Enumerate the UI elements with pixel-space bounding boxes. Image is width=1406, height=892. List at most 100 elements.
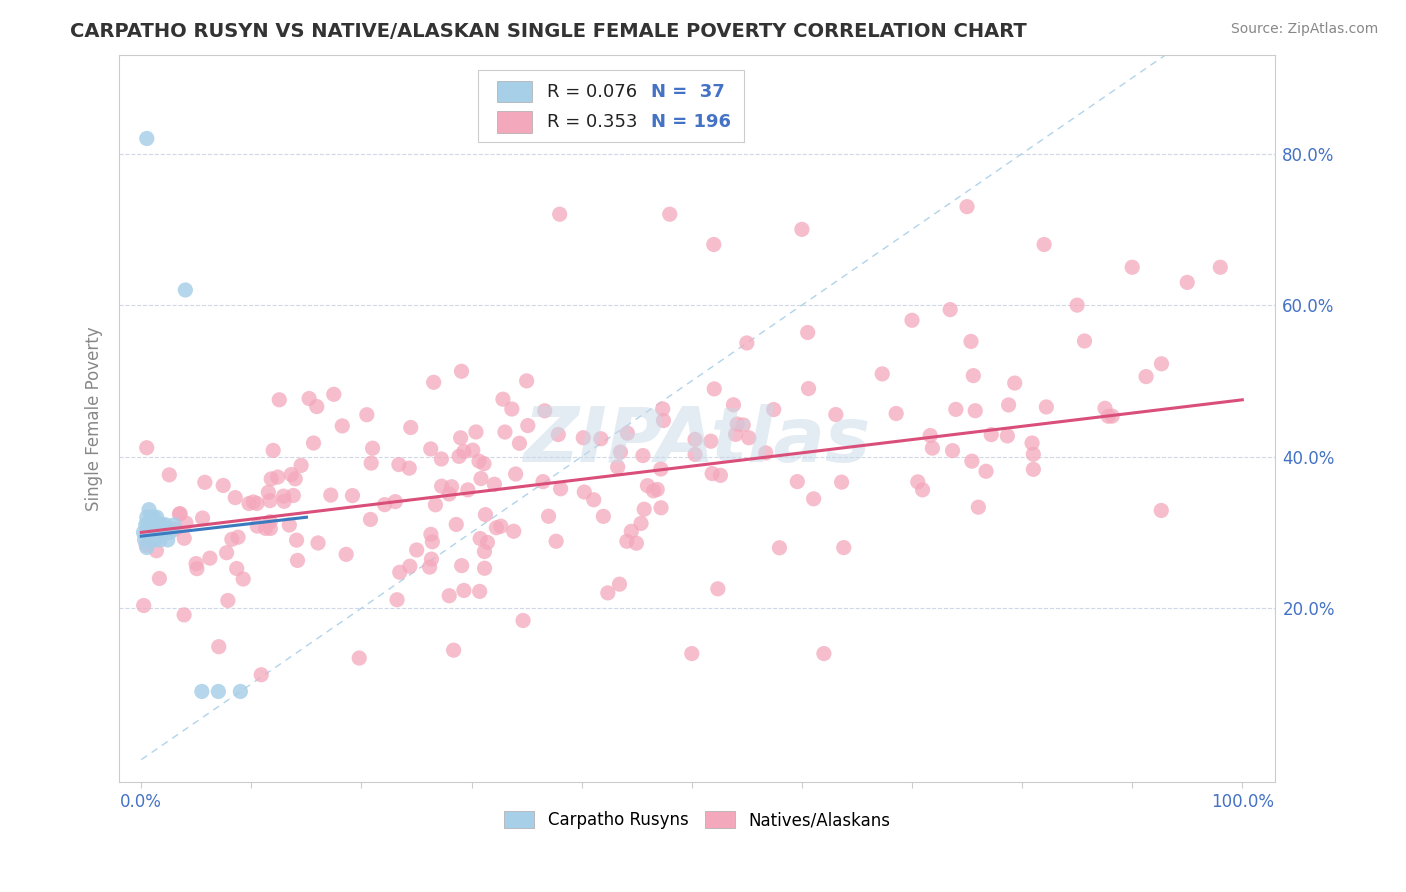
Point xyxy=(139,525,162,540)
Point xyxy=(156,533,179,547)
Point xyxy=(174,516,197,530)
Point xyxy=(1097,409,1119,424)
Point xyxy=(307,536,329,550)
Point xyxy=(420,552,443,566)
Point xyxy=(194,475,217,490)
Point xyxy=(921,441,943,455)
Point xyxy=(330,418,353,433)
Y-axis label: Single Female Poverty: Single Female Poverty xyxy=(86,326,103,511)
Point xyxy=(142,510,165,524)
Point xyxy=(683,433,706,447)
Text: R = 0.076: R = 0.076 xyxy=(547,82,637,101)
Point xyxy=(385,592,408,607)
Point xyxy=(516,418,538,433)
Point xyxy=(135,131,157,145)
Point xyxy=(174,283,197,297)
Point xyxy=(135,510,157,524)
Point xyxy=(226,530,249,544)
Point xyxy=(305,400,328,414)
Point xyxy=(762,402,785,417)
Point xyxy=(135,441,157,455)
Point xyxy=(489,519,512,533)
Point xyxy=(278,518,301,533)
Point xyxy=(184,557,207,571)
Point xyxy=(145,510,167,524)
Point xyxy=(592,509,614,524)
Point xyxy=(1022,462,1045,476)
Point xyxy=(437,487,460,501)
Point xyxy=(238,496,260,510)
FancyBboxPatch shape xyxy=(478,70,744,143)
Point xyxy=(1135,369,1157,384)
Point xyxy=(884,407,907,421)
Point xyxy=(242,495,264,509)
Point xyxy=(470,472,492,486)
Point xyxy=(797,382,820,396)
Point xyxy=(572,431,595,445)
Point xyxy=(832,541,855,555)
Point xyxy=(173,607,195,622)
Point xyxy=(1175,276,1198,290)
Point xyxy=(322,387,344,401)
Point xyxy=(1004,376,1026,390)
Point xyxy=(960,334,983,349)
Point xyxy=(141,517,163,532)
Point xyxy=(494,425,516,439)
Point xyxy=(606,459,628,474)
Point xyxy=(652,413,675,427)
Point xyxy=(335,547,357,561)
Point xyxy=(796,326,818,340)
Point xyxy=(533,404,555,418)
Point xyxy=(246,496,269,510)
Point xyxy=(870,367,893,381)
Point xyxy=(150,525,173,540)
Point xyxy=(450,431,472,445)
Point xyxy=(633,502,655,516)
Point xyxy=(1101,409,1123,424)
Point xyxy=(143,517,166,532)
Point xyxy=(191,684,214,698)
Point xyxy=(374,498,396,512)
Point xyxy=(492,392,515,407)
Point xyxy=(474,561,496,575)
Point xyxy=(1073,334,1095,348)
Point xyxy=(508,436,530,450)
Point xyxy=(254,521,277,535)
Point xyxy=(148,572,170,586)
Point xyxy=(920,428,942,442)
Point xyxy=(257,485,280,500)
Point xyxy=(645,483,668,497)
Point xyxy=(136,525,159,540)
Point xyxy=(155,517,177,532)
Point xyxy=(477,535,499,549)
Point xyxy=(901,313,924,327)
Point xyxy=(212,478,235,492)
Point xyxy=(485,521,508,535)
Point xyxy=(360,456,382,470)
FancyBboxPatch shape xyxy=(498,112,531,133)
Point xyxy=(267,470,290,484)
Point xyxy=(439,589,461,603)
Point xyxy=(443,643,465,657)
Point xyxy=(502,524,524,539)
Point xyxy=(550,482,572,496)
Point xyxy=(221,533,243,547)
Point xyxy=(683,447,706,461)
Point xyxy=(284,472,307,486)
Point xyxy=(149,533,172,547)
Point xyxy=(457,483,479,497)
Point xyxy=(169,507,191,521)
Point xyxy=(141,525,163,540)
Point xyxy=(1021,436,1043,450)
Point xyxy=(169,507,191,521)
Point xyxy=(419,527,441,541)
Point xyxy=(1121,260,1143,275)
Point xyxy=(157,467,180,482)
Text: R = 0.353: R = 0.353 xyxy=(547,113,637,131)
Point xyxy=(755,446,778,460)
Point xyxy=(547,427,569,442)
Point xyxy=(146,525,169,540)
Point xyxy=(733,417,755,432)
Legend: Carpatho Rusyns, Natives/Alaskans: Carpatho Rusyns, Natives/Alaskans xyxy=(498,805,897,836)
Point xyxy=(384,494,406,508)
